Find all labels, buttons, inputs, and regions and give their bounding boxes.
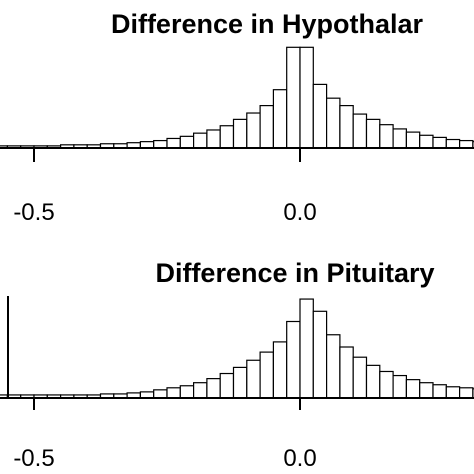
histogram-bar: [166, 387, 181, 399]
histogram-bar: [179, 385, 195, 399]
histogram-bar: [472, 141, 474, 149]
histogram-bar: [286, 320, 301, 399]
histogram-bar: [432, 384, 447, 399]
histogram-bar: [459, 387, 474, 399]
x-tick-label: 0.0: [283, 445, 316, 472]
pituitary-histogram-panel: Difference in Pituitary -0.5 0.0: [0, 258, 474, 472]
histogram-bar: [246, 359, 261, 399]
histogram-bar: [339, 104, 354, 149]
histogram-bar: [219, 372, 235, 399]
histogram-bar: [352, 113, 368, 149]
histogram-bar: [206, 129, 221, 149]
histogram-bar: [365, 118, 381, 149]
x-tick-label: 0.0: [283, 199, 316, 226]
hypothalamus-histogram-panel: Difference in Hypothalar -0.5 0.0: [0, 9, 474, 226]
histogram-bar: [219, 125, 235, 149]
histogram-bar: [166, 137, 181, 149]
histogram-bar: [286, 46, 301, 149]
histogram-bar: [432, 136, 447, 149]
histogram-bar: [299, 298, 314, 399]
histogram-bar: [312, 83, 328, 149]
histogram-bar: [312, 310, 328, 399]
histogram-bars-pituitary: [0, 298, 474, 399]
histogram-bar: [419, 382, 434, 399]
x-tick-label: -0.5: [13, 199, 54, 226]
histogram-bar: [193, 382, 208, 399]
histogram-bar: [326, 97, 341, 149]
histogram-bar: [339, 346, 354, 399]
histogram-bar: [392, 374, 408, 399]
histogram-bar: [232, 366, 248, 399]
histogram-bar: [259, 104, 275, 149]
histogram-bar: [445, 138, 461, 149]
histogram-bar: [392, 128, 408, 149]
x-axis-hypothalamus: -0.5 0.0: [0, 147, 474, 226]
histogram-bar: [246, 112, 261, 149]
x-axis-pituitary: -0.5 0.0: [0, 296, 474, 472]
histogram-bar: [193, 132, 208, 149]
x-tick-label: -0.5: [13, 445, 54, 472]
histogram-bar: [206, 378, 221, 399]
histogram-bar: [153, 389, 168, 399]
histogram-bar: [379, 124, 394, 149]
histogram-bar: [326, 334, 341, 399]
histogram-bar: [365, 364, 381, 399]
histogram-bar: [445, 386, 461, 399]
histogram-bar: [459, 139, 474, 149]
histogram-bar: [472, 388, 474, 399]
histogram-bar: [405, 131, 421, 149]
histogram-bar: [272, 341, 288, 399]
histogram-bar: [259, 351, 275, 399]
histogram-bar: [299, 46, 314, 149]
chart-title-hypothalamus: Difference in Hypothalar: [111, 9, 424, 39]
histogram-bar: [272, 89, 288, 149]
histogram-bar: [153, 139, 168, 149]
chart-title-pituitary: Difference in Pituitary: [155, 258, 434, 288]
histogram-bar: [232, 118, 248, 149]
histogram-bar: [379, 370, 394, 399]
histogram-bar: [419, 134, 434, 149]
histogram-bar: [405, 379, 421, 399]
histogram-bars-hypothalamus: [0, 46, 474, 149]
histogram-bar: [352, 356, 368, 399]
histogram-bar: [179, 135, 195, 149]
